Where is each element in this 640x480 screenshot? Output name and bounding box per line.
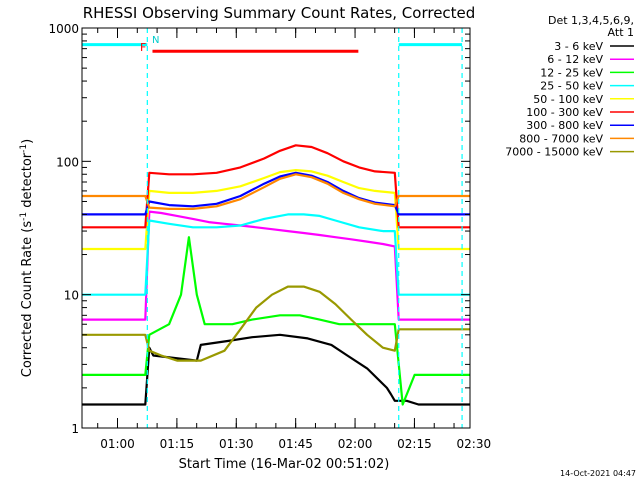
x-tick-label: 02:15 (397, 437, 432, 451)
legend-label: 7000 - 15000 keV (505, 146, 603, 159)
series-line-300-800-kev (82, 171, 470, 216)
legend-header-line2: Att 1 (608, 26, 634, 39)
axis-ticks: 1 10 100 1000 01:00 01:15 01:30 01:45 02:00 02:15… (48, 22, 491, 451)
x-tick-label: 01:00 (100, 437, 135, 451)
x-axis-label: Start Time (16-Mar-02 00:51:02) (179, 457, 390, 472)
y-tick-label: 100 (56, 155, 79, 169)
legend-label: 25 - 50 keV (540, 80, 603, 93)
flare-marker: F (140, 41, 146, 54)
y-tick-label: 1 (71, 422, 79, 436)
legend-label: 12 - 25 keV (540, 66, 603, 79)
x-tick-label: 01:15 (160, 437, 195, 451)
chart-title: RHESSI Observing Summary Count Rates, Co… (83, 4, 476, 22)
series-line-3-6-kev (82, 333, 470, 406)
series-line-100-300-kev (82, 144, 470, 229)
x-tick-label: 02:30 (457, 437, 492, 451)
series-line-25-50-kev (82, 213, 470, 296)
legend-label: 800 - 7000 keV (519, 132, 603, 145)
series-line-50-100-kev (82, 169, 470, 251)
legend-header-line1: Det 1,3,4,5,6,9, (548, 14, 634, 27)
plot-area (82, 28, 470, 428)
y-tick-label: 10 (64, 289, 79, 303)
series-line-12-25-kev (82, 236, 470, 406)
legend-label: 300 - 800 keV (526, 119, 603, 132)
legend-label: 3 - 6 keV (554, 40, 603, 53)
x-tick-label: 02:00 (338, 437, 373, 451)
legend-label: 50 - 100 keV (533, 93, 603, 106)
y-tick-label: 1000 (48, 22, 79, 36)
footer-timestamp: 14-Oct-2021 04:47 (560, 469, 636, 478)
night-marker: N (152, 35, 159, 46)
series-line-7000-15000-kev (82, 285, 470, 362)
y-axis-label: Corrected Count Rate (s-1 detector-1) (19, 139, 35, 377)
legend-label: 100 - 300 keV (526, 106, 603, 119)
series-line-800-7000-kev (82, 173, 470, 210)
legend-label: 6 - 12 keV (547, 53, 603, 66)
x-tick-label: 01:30 (219, 437, 254, 451)
x-tick-label: 01:45 (278, 437, 313, 451)
